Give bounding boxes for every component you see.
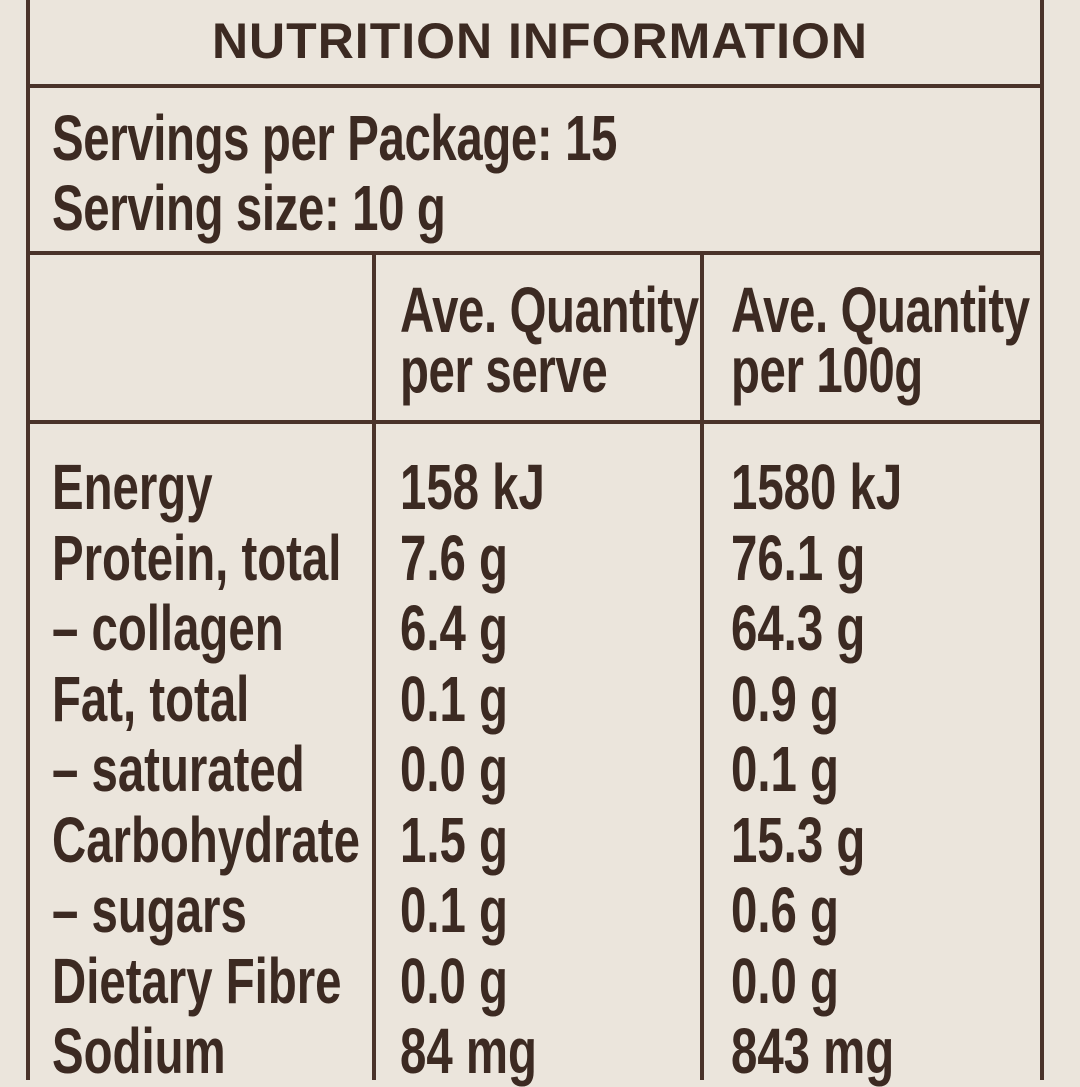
column-header-per-serve-line2: per serve [400,334,608,406]
border-left [26,0,30,1080]
value-per-100g: 1580 kJ [731,451,903,523]
value-per-serve: 0.1 g [400,663,508,735]
value-per-serve: 6.4 g [400,592,508,664]
value-per-100g: 0.9 g [731,663,839,735]
value-per-100g: 0.1 g [731,733,839,805]
divider-header [26,420,1044,424]
value-per-serve: 7.6 g [400,522,508,594]
value-per-100g: 0.6 g [731,874,839,946]
nutrient-label: Fat, total [52,663,250,735]
column-divider-2 [700,251,704,1080]
value-per-serve: 0.1 g [400,874,508,946]
nutrient-label: Sodium [52,1015,226,1087]
divider-servings [26,251,1044,255]
column-divider-1 [372,251,376,1080]
value-per-100g: 0.0 g [731,945,839,1017]
value-per-serve: 0.0 g [400,733,508,805]
column-header-per-100g-line1: Ave. Quantity [731,274,1030,346]
value-per-serve: 84 mg [400,1015,537,1087]
value-per-100g: 15.3 g [731,804,866,876]
nutrient-label: Dietary Fibre [52,945,342,1017]
panel-title: NUTRITION INFORMATION [211,13,869,69]
value-per-100g: 76.1 g [731,522,866,594]
value-per-100g: 843 mg [731,1015,895,1087]
servings-per-package: Servings per Package: 15 [52,102,618,174]
nutrient-label: – saturated [52,733,305,805]
nutrient-label: Protein, total [52,522,342,594]
column-header-per-serve-line1: Ave. Quantity [400,274,699,346]
nutrient-label: – sugars [52,874,247,946]
value-per-serve: 1.5 g [400,804,508,876]
divider-title [26,84,1044,88]
nutrient-label: Energy [52,451,213,523]
serving-size: Serving size: 10 g [52,172,446,244]
value-per-serve: 0.0 g [400,945,508,1017]
nutrient-label: Carbohydrate [52,804,360,876]
value-per-serve: 158 kJ [400,451,545,523]
column-header-per-100g-line2: per 100g [731,334,923,406]
value-per-100g: 64.3 g [731,592,866,664]
border-right [1040,0,1044,1080]
nutrient-label: – collagen [52,592,284,664]
